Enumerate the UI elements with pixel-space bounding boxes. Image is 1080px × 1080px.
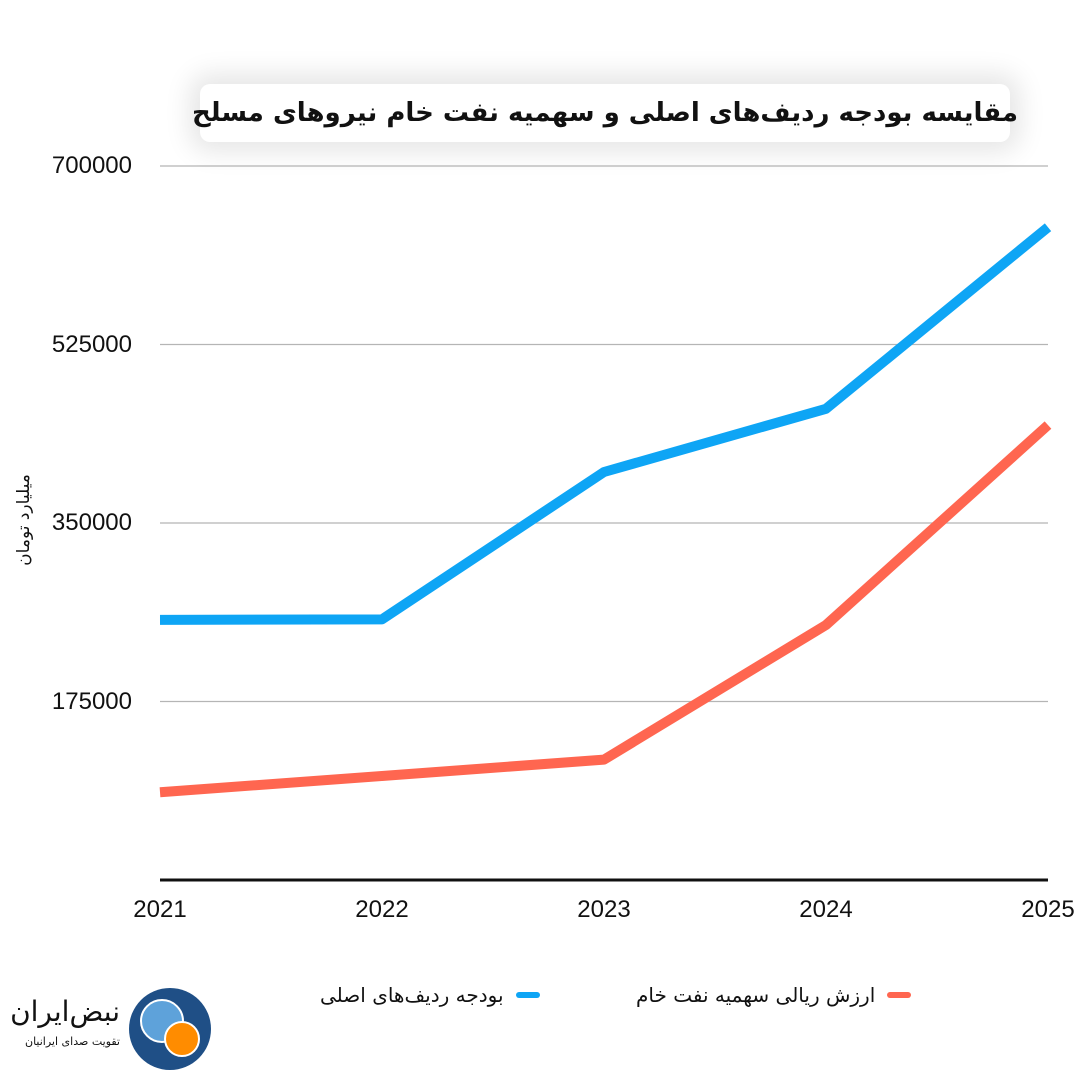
series-line-oil bbox=[159, 421, 1052, 798]
legend-item-oil: ارزش ریالی سهمیه نفت خام bbox=[636, 980, 912, 1010]
legend-label-oil: ارزش ریالی سهمیه نفت خام bbox=[636, 983, 876, 1007]
x-tick-label: 2021 bbox=[133, 896, 187, 923]
series-line-budget bbox=[159, 223, 1052, 625]
brand-name: نبض‌ایران bbox=[10, 995, 120, 1028]
x-tick-label: 2022 bbox=[355, 896, 409, 923]
title-box: مقایسه بودجه ردیف‌های اصلی و سهمیه نفت خ… bbox=[192, 84, 1018, 142]
chart-title: مقایسه بودجه ردیف‌های اصلی و سهمیه نفت خ… bbox=[191, 98, 1019, 128]
legend-swatch-budget bbox=[515, 992, 540, 998]
y-axis-label: میلیارد تومان bbox=[14, 474, 34, 566]
x-tick-label: 2025 bbox=[1021, 896, 1075, 923]
brand-tagline: تقویت صدای ایرانیان bbox=[25, 1035, 120, 1048]
series-layer bbox=[159, 223, 1052, 798]
brand-mark-icon bbox=[129, 988, 211, 1070]
y-tick-label: 350000 bbox=[51, 509, 132, 536]
y-tick-label: 175000 bbox=[51, 687, 132, 715]
y-tick-label: 700000 bbox=[51, 152, 132, 179]
y-tick-label: 525000 bbox=[51, 330, 132, 358]
legend-label-budget: بودجه ردیف‌های اصلی bbox=[320, 983, 504, 1007]
x-tick-label: 2024 bbox=[799, 896, 853, 923]
legend-item-budget: بودجه ردیف‌های اصلی bbox=[320, 980, 540, 1010]
x-tick-label: 2023 bbox=[577, 896, 631, 923]
brand-logo: نبض‌ایران تقویت صدای ایرانیان bbox=[10, 985, 220, 1075]
legend-swatch-oil bbox=[887, 992, 912, 998]
